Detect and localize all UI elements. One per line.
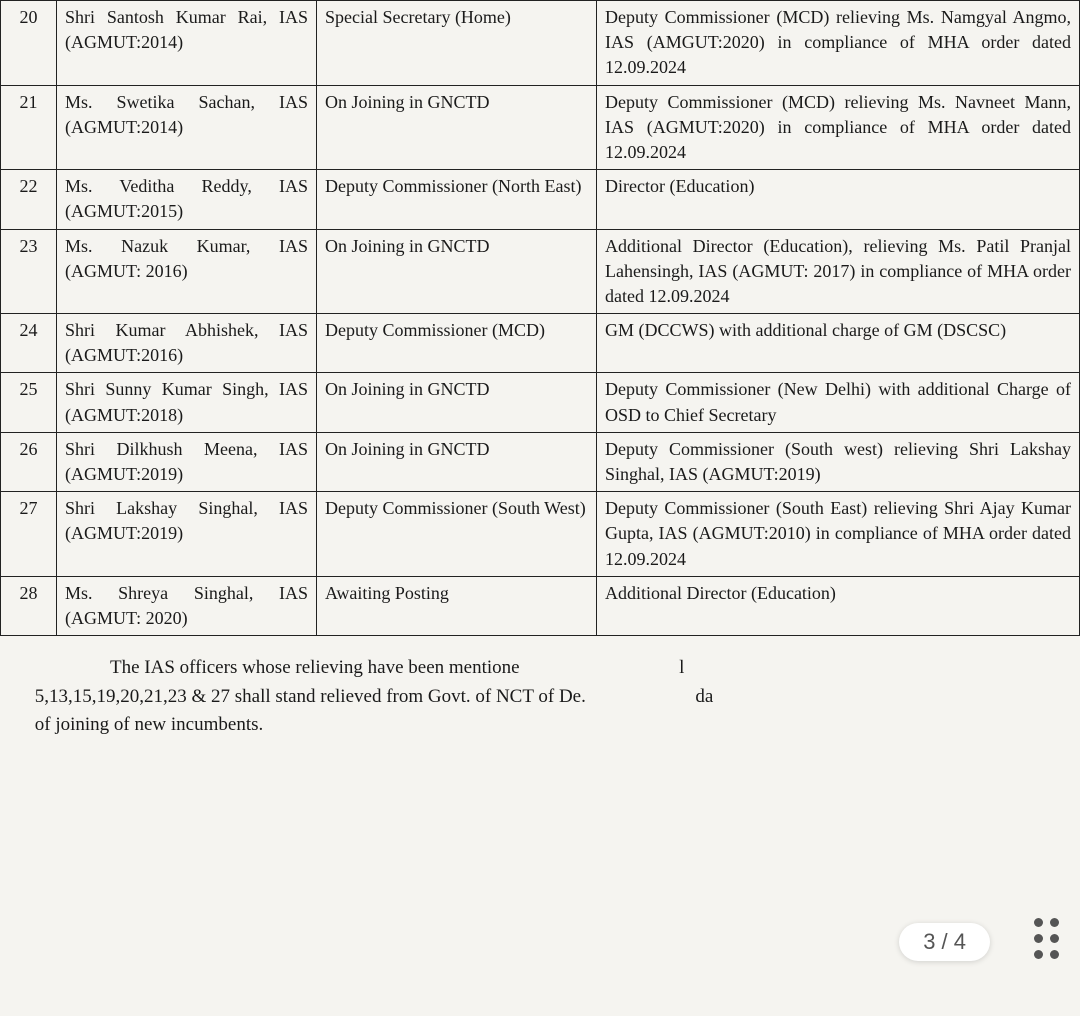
para-line1a: The IAS officers whose relieving have be… xyxy=(110,657,520,678)
para-line3: of joining of new incumbents. xyxy=(35,714,264,735)
officer-name: Ms. Shreya Singhal, IAS (AGMUT: 2020) xyxy=(57,576,317,635)
current-post: Deputy Commissioner (South West) xyxy=(317,492,597,577)
new-post: Additional Director (Education) xyxy=(597,576,1080,635)
new-post: GM (DCCWS) with additional charge of GM … xyxy=(597,314,1080,373)
current-post: On Joining in GNCTD xyxy=(317,432,597,491)
row-number: 27 xyxy=(1,492,57,577)
officer-name: Shri Santosh Kumar Rai, IAS (AGMUT:2014) xyxy=(57,1,317,86)
current-post: Awaiting Posting xyxy=(317,576,597,635)
new-post: Director (Education) xyxy=(597,170,1080,229)
new-post: Deputy Commissioner (MCD) relieving Ms. … xyxy=(597,85,1080,170)
table-row: 23Ms. Nazuk Kumar, IAS (AGMUT: 2016)On J… xyxy=(1,229,1080,314)
row-number: 26 xyxy=(1,432,57,491)
officer-name: Shri Lakshay Singhal, IAS (AGMUT:2019) xyxy=(57,492,317,577)
current-post: On Joining in GNCTD xyxy=(317,229,597,314)
officer-name: Ms. Swetika Sachan, IAS (AGMUT:2014) xyxy=(57,85,317,170)
new-post: Deputy Commissioner (South west) relievi… xyxy=(597,432,1080,491)
para-line2b: da xyxy=(695,686,713,707)
row-number: 24 xyxy=(1,314,57,373)
officer-name: Ms. Nazuk Kumar, IAS (AGMUT: 2016) xyxy=(57,229,317,314)
table-row: 21Ms. Swetika Sachan, IAS (AGMUT:2014)On… xyxy=(1,85,1080,170)
table-row: 25Shri Sunny Kumar Singh, IAS (AGMUT:201… xyxy=(1,373,1080,432)
new-post: Additional Director (Education), relievi… xyxy=(597,229,1080,314)
officer-name: Shri Kumar Abhishek, IAS (AGMUT:2016) xyxy=(57,314,317,373)
table-row: 27Shri Lakshay Singhal, IAS (AGMUT:2019)… xyxy=(1,492,1080,577)
row-number: 25 xyxy=(1,373,57,432)
current-post: Deputy Commissioner (North East) xyxy=(317,170,597,229)
new-post: Deputy Commissioner (New Delhi) with add… xyxy=(597,373,1080,432)
table-row: 28Ms. Shreya Singhal, IAS (AGMUT: 2020)A… xyxy=(1,576,1080,635)
para-line2a: 5,13,15,19,20,21,23 & 27 shall stand rel… xyxy=(35,686,586,707)
table-row: 22Ms. Veditha Reddy, IAS (AGMUT:2015)Dep… xyxy=(1,170,1080,229)
para-line1b: l xyxy=(679,657,684,678)
table-row: 26Shri Dilkhush Meena, IAS (AGMUT:2019)O… xyxy=(1,432,1080,491)
current-post: Deputy Commissioner (MCD) xyxy=(317,314,597,373)
table-body: 20Shri Santosh Kumar Rai, IAS (AGMUT:201… xyxy=(1,1,1080,636)
row-number: 20 xyxy=(1,1,57,86)
table-row: 20Shri Santosh Kumar Rai, IAS (AGMUT:201… xyxy=(1,1,1080,86)
row-number: 28 xyxy=(1,576,57,635)
page-number: 3 / 4 xyxy=(923,929,966,954)
table-row: 24Shri Kumar Abhishek, IAS (AGMUT:2016)D… xyxy=(1,314,1080,373)
row-number: 23 xyxy=(1,229,57,314)
officer-name: Shri Dilkhush Meena, IAS (AGMUT:2019) xyxy=(57,432,317,491)
page-indicator[interactable]: 3 / 4 xyxy=(899,923,990,961)
row-number: 22 xyxy=(1,170,57,229)
current-post: On Joining in GNCTD xyxy=(317,85,597,170)
footer-paragraph: The IAS officers whose relieving have be… xyxy=(0,636,1080,740)
new-post: Deputy Commissioner (South East) relievi… xyxy=(597,492,1080,577)
current-post: On Joining in GNCTD xyxy=(317,373,597,432)
current-post: Special Secretary (Home) xyxy=(317,1,597,86)
more-menu-icon[interactable] xyxy=(1034,918,1060,960)
officers-table: 20Shri Santosh Kumar Rai, IAS (AGMUT:201… xyxy=(0,0,1080,636)
officer-name: Ms. Veditha Reddy, IAS (AGMUT:2015) xyxy=(57,170,317,229)
row-number: 21 xyxy=(1,85,57,170)
officer-name: Shri Sunny Kumar Singh, IAS (AGMUT:2018) xyxy=(57,373,317,432)
new-post: Deputy Commissioner (MCD) relieving Ms. … xyxy=(597,1,1080,86)
